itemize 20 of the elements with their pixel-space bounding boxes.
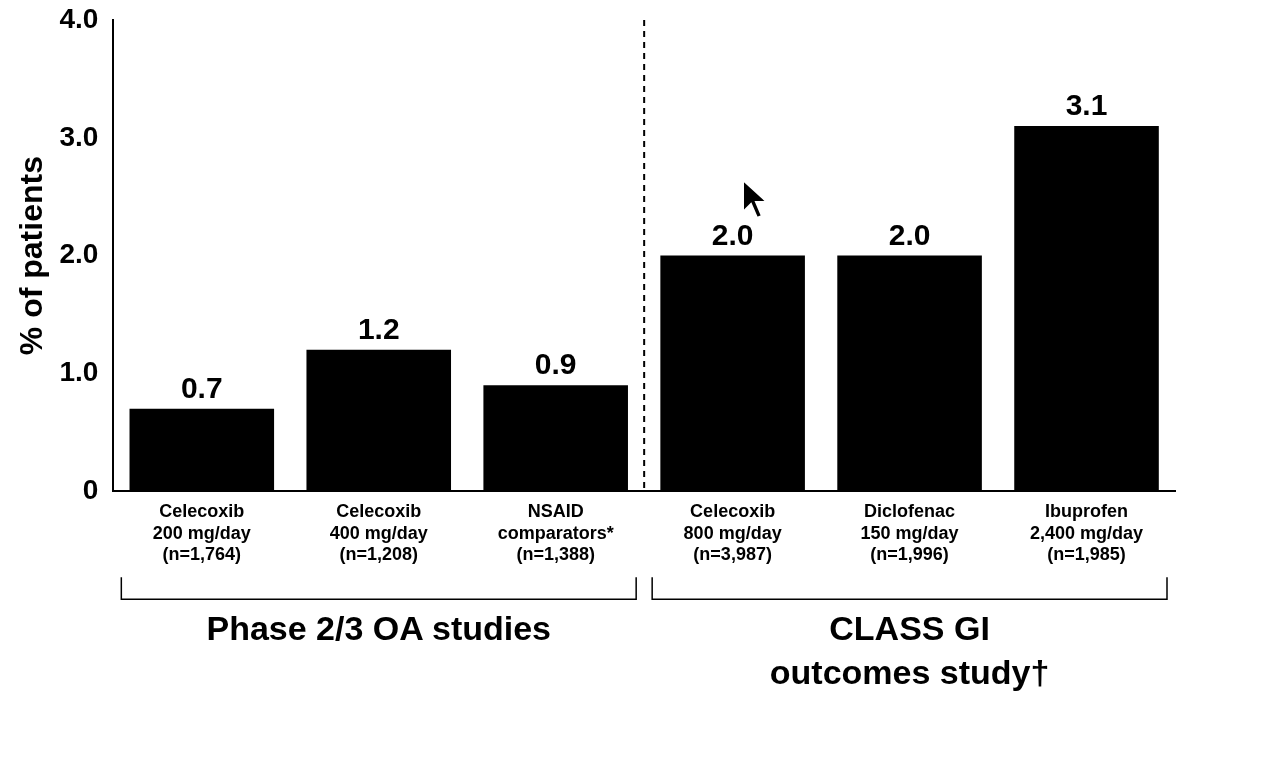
x-tick-label: Ibuprofen 2,400 mg/day (n=1,985)	[1030, 500, 1144, 565]
y-tick-label: 0	[82, 473, 99, 505]
x-tick-label: Celecoxib 200 mg/day (n=1,764)	[152, 500, 251, 565]
text: CLASS GI outcomes study†	[769, 608, 1050, 691]
y-tick-label: 4.0	[59, 2, 99, 34]
x-tick-label: Diclofenac 150 mg/day (n=1,996)	[860, 500, 959, 565]
x-tick-label: Celecoxib 400 mg/day (n=1,208)	[329, 500, 428, 565]
data-label: 0.7	[180, 371, 223, 405]
y-tick-label: 3.0	[59, 120, 99, 152]
data-label: 3.1	[1065, 88, 1108, 122]
y-axis-title: % of patients	[13, 156, 50, 356]
y-tick-label: 1.0	[59, 356, 99, 388]
data-label: 2.0	[711, 217, 754, 251]
x-tick-label: Celecoxib 800 mg/day (n=3,987)	[683, 500, 782, 565]
y-tick-label: 2.0	[59, 238, 99, 270]
data-label: 0.9	[534, 347, 577, 381]
text: Phase 2/3 OA studies	[206, 608, 552, 647]
data-label: 1.2	[357, 312, 400, 346]
data-label: 2.0	[888, 217, 931, 251]
x-tick-label: NSAID comparators* (n=1,388)	[497, 500, 614, 565]
